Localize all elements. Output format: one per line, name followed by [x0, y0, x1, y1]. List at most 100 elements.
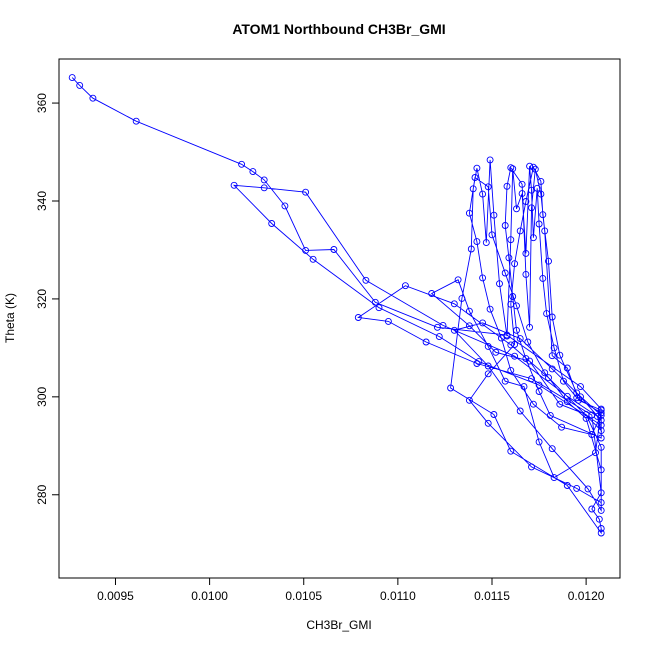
- data-point: [528, 463, 535, 471]
- data-point: [330, 246, 338, 253]
- data-point: [597, 499, 605, 507]
- data-point: [362, 276, 370, 284]
- data-point: [522, 198, 530, 205]
- data-point: [501, 222, 509, 229]
- data-point: [582, 414, 590, 422]
- data-point: [450, 326, 458, 334]
- data-point: [550, 344, 558, 352]
- data-point: [597, 427, 605, 435]
- data-point: [497, 334, 505, 342]
- data-point: [537, 177, 545, 185]
- data-point: [465, 322, 473, 330]
- data-point: [76, 81, 84, 89]
- data-point: [230, 181, 238, 189]
- data-point: [518, 180, 526, 188]
- data-point: [473, 238, 481, 246]
- data-point: [558, 423, 566, 431]
- data-point: [597, 406, 605, 414]
- data-point: [422, 338, 430, 346]
- data-point: [375, 304, 383, 312]
- data-point: [597, 489, 605, 497]
- data-point: [546, 411, 554, 419]
- data-point: [484, 183, 492, 191]
- data-point: [439, 321, 447, 329]
- data-point: [597, 529, 605, 537]
- data-point: [520, 383, 528, 391]
- data-point: [486, 156, 494, 164]
- data-point: [475, 358, 483, 366]
- data-point: [597, 411, 605, 419]
- data-point: [575, 396, 583, 404]
- data-point: [260, 176, 268, 184]
- data-point: [518, 190, 526, 198]
- x-tick-label: 0.0105: [285, 589, 322, 603]
- data-point: [556, 351, 564, 359]
- data-point: [249, 168, 257, 176]
- data-point: [503, 182, 511, 190]
- data-point: [447, 384, 455, 392]
- data-point: [516, 227, 524, 235]
- data-point: [548, 313, 556, 321]
- data-point: [501, 377, 509, 385]
- data-point: [496, 280, 503, 288]
- data-point: [484, 342, 492, 350]
- x-axis-label: CH3Br_GMI: [306, 618, 371, 632]
- data-point: [132, 117, 140, 125]
- data-point: [563, 482, 571, 489]
- data-point: [526, 162, 534, 170]
- data-point: [505, 254, 513, 262]
- data-point: [548, 352, 556, 360]
- data-point: [563, 392, 571, 400]
- data-point: [573, 484, 581, 492]
- data-point: [535, 220, 543, 228]
- data-point: [309, 255, 317, 263]
- data-point: [535, 438, 543, 446]
- data-point: [479, 190, 487, 198]
- data-point: [597, 443, 605, 451]
- data-point: [428, 290, 436, 297]
- data-point: [522, 249, 530, 257]
- data-point: [563, 398, 571, 406]
- data-point: [471, 174, 479, 181]
- y-tick-label: 320: [35, 289, 49, 309]
- data-point: [469, 185, 477, 193]
- data-point: [479, 274, 487, 282]
- y-tick-label: 340: [35, 191, 49, 211]
- data-point: [513, 205, 520, 213]
- data-point: [528, 375, 535, 383]
- data-point: [541, 369, 549, 377]
- data-point: [582, 411, 590, 418]
- data-point: [238, 160, 246, 168]
- data-point: [490, 211, 498, 219]
- data-point: [488, 231, 496, 239]
- data-point: [541, 227, 549, 235]
- data-point: [573, 389, 581, 397]
- data-point: [597, 416, 605, 424]
- x-tick-label: 0.0115: [474, 589, 510, 603]
- data-point: [484, 419, 492, 427]
- data-point: [516, 335, 524, 343]
- data-point: [526, 323, 534, 331]
- data-point: [507, 447, 515, 455]
- x-tick-label: 0.0100: [191, 589, 228, 603]
- data-point: [89, 94, 97, 102]
- data-points: [68, 74, 605, 537]
- data-point: [560, 377, 567, 385]
- data-point: [68, 74, 76, 82]
- y-tick-label: 300: [35, 387, 49, 407]
- data-point: [401, 282, 409, 290]
- x-tick-label: 0.0095: [97, 589, 134, 603]
- data-point: [281, 202, 289, 210]
- data-point: [597, 525, 605, 532]
- data-point: [592, 449, 599, 457]
- data-point: [486, 305, 494, 313]
- data-point: [354, 314, 362, 321]
- data-point: [535, 388, 543, 395]
- y-tick-label: 360: [35, 93, 49, 113]
- data-point: [479, 319, 487, 327]
- data-point: [529, 163, 537, 171]
- data-point: [529, 234, 537, 242]
- data-point: [490, 411, 498, 418]
